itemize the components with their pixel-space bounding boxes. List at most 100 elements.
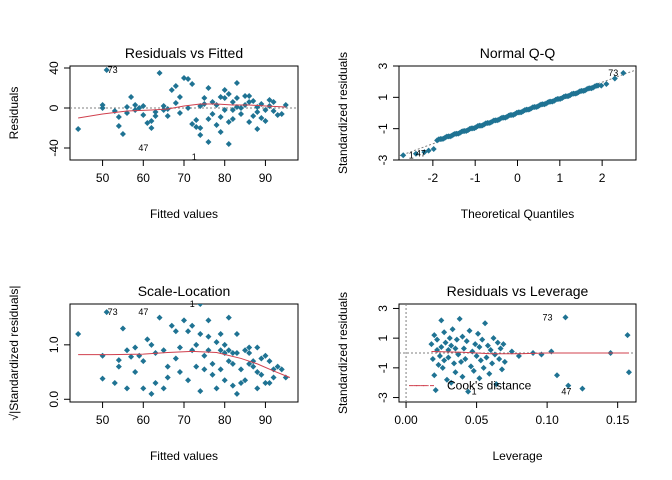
- data-point: [262, 352, 269, 359]
- y-axis-label: Standardized residuals: [336, 292, 350, 414]
- plot-title: Residuals vs Leverage: [447, 283, 589, 299]
- data-point: [262, 379, 269, 386]
- data-point: [221, 95, 228, 101]
- data-point: [246, 360, 253, 367]
- y-tick-label: -1: [376, 362, 390, 373]
- data-point: [148, 125, 155, 131]
- data-point: [160, 385, 167, 392]
- data-point: [75, 126, 82, 132]
- data-point: [270, 374, 277, 381]
- x-tick-label: 60: [137, 171, 151, 185]
- panel-4: Residuals vs Leverage 0.00 0.05 0.10 0.15 -3 -…: [336, 283, 637, 463]
- data-point: [172, 83, 179, 89]
- data-point: [496, 355, 503, 362]
- data-point: [431, 332, 438, 339]
- data-point: [140, 103, 147, 109]
- data-point: [274, 363, 281, 370]
- data-point: [168, 322, 175, 329]
- data-point: [197, 304, 204, 307]
- data-point: [229, 99, 236, 105]
- data-layer: [399, 69, 636, 159]
- data-point: [598, 82, 605, 89]
- outlier-label: 73: [608, 68, 618, 78]
- data-point: [554, 372, 560, 379]
- data-point: [438, 317, 445, 324]
- data-point: [594, 82, 601, 89]
- data-point: [115, 114, 122, 120]
- data-point: [213, 122, 220, 128]
- data-point: [443, 376, 450, 383]
- data-point: [152, 109, 159, 115]
- data-point: [266, 358, 273, 365]
- data-point: [483, 354, 490, 361]
- outlier-label: 47: [416, 149, 426, 159]
- data-point: [124, 104, 130, 110]
- data-point: [185, 76, 192, 82]
- x-axis-label: Theoretical Quantiles: [461, 207, 574, 221]
- data-point: [425, 147, 432, 154]
- data-point: [453, 336, 460, 343]
- data-point: [217, 330, 224, 337]
- y-tick-label: 1.0: [47, 336, 61, 353]
- data-point: [246, 93, 253, 99]
- data-point: [480, 364, 487, 371]
- data-point: [144, 120, 151, 126]
- y-axis-label: Standardized residuals: [336, 52, 350, 174]
- data-point: [181, 75, 187, 81]
- data-point: [189, 121, 196, 127]
- x-tick-label: 60: [137, 413, 151, 427]
- data-point: [119, 325, 126, 332]
- x-tick-label: 0.10: [535, 413, 559, 427]
- data-point: [254, 369, 261, 376]
- data-point: [465, 388, 472, 395]
- data-point: [176, 94, 183, 100]
- data-point: [515, 352, 522, 359]
- data-point: [115, 123, 122, 129]
- x-tick-label: 0.05: [465, 413, 489, 427]
- x-tick-label: 2: [599, 171, 606, 185]
- data-point: [266, 379, 273, 386]
- data-point: [152, 113, 159, 119]
- outlier-label: 73: [108, 307, 118, 317]
- outlier-label: 73: [108, 65, 118, 75]
- x-axis-label: Fitted values: [150, 449, 218, 463]
- data-point: [164, 113, 171, 119]
- data-point: [562, 314, 569, 321]
- smooth-line: [78, 103, 286, 119]
- data-point: [262, 118, 269, 124]
- data-point: [451, 360, 458, 367]
- data-point: [132, 344, 139, 351]
- x-tick-label: 0.15: [606, 413, 630, 427]
- y-tick-label: -3: [376, 154, 390, 165]
- data-point: [242, 377, 249, 384]
- x-tick-label: 0: [514, 171, 521, 185]
- data-point: [193, 341, 200, 348]
- data-point: [472, 341, 479, 348]
- data-point: [233, 350, 240, 356]
- data-point: [250, 358, 257, 365]
- data-point: [225, 91, 232, 97]
- data-point: [238, 366, 244, 373]
- data-point: [229, 107, 236, 113]
- x-tick-label: 80: [218, 413, 232, 427]
- data-point: [431, 372, 438, 379]
- data-point: [250, 363, 257, 370]
- data-point: [136, 105, 143, 111]
- data-point: [611, 75, 618, 82]
- data-point: [75, 330, 82, 337]
- x-tick-label: 50: [96, 413, 110, 427]
- data-point: [225, 314, 232, 321]
- outlier-label: 47: [561, 387, 571, 397]
- data-point: [579, 385, 586, 392]
- data-point: [501, 358, 508, 365]
- data-point: [476, 375, 483, 382]
- data-point: [456, 315, 463, 322]
- data-point: [494, 339, 501, 346]
- data-point: [221, 341, 228, 348]
- data-point: [197, 125, 204, 131]
- data-point: [103, 309, 110, 316]
- data-point: [448, 342, 455, 349]
- data-point: [625, 369, 632, 376]
- x-tick-label: -1: [470, 171, 481, 185]
- data-point: [508, 348, 515, 355]
